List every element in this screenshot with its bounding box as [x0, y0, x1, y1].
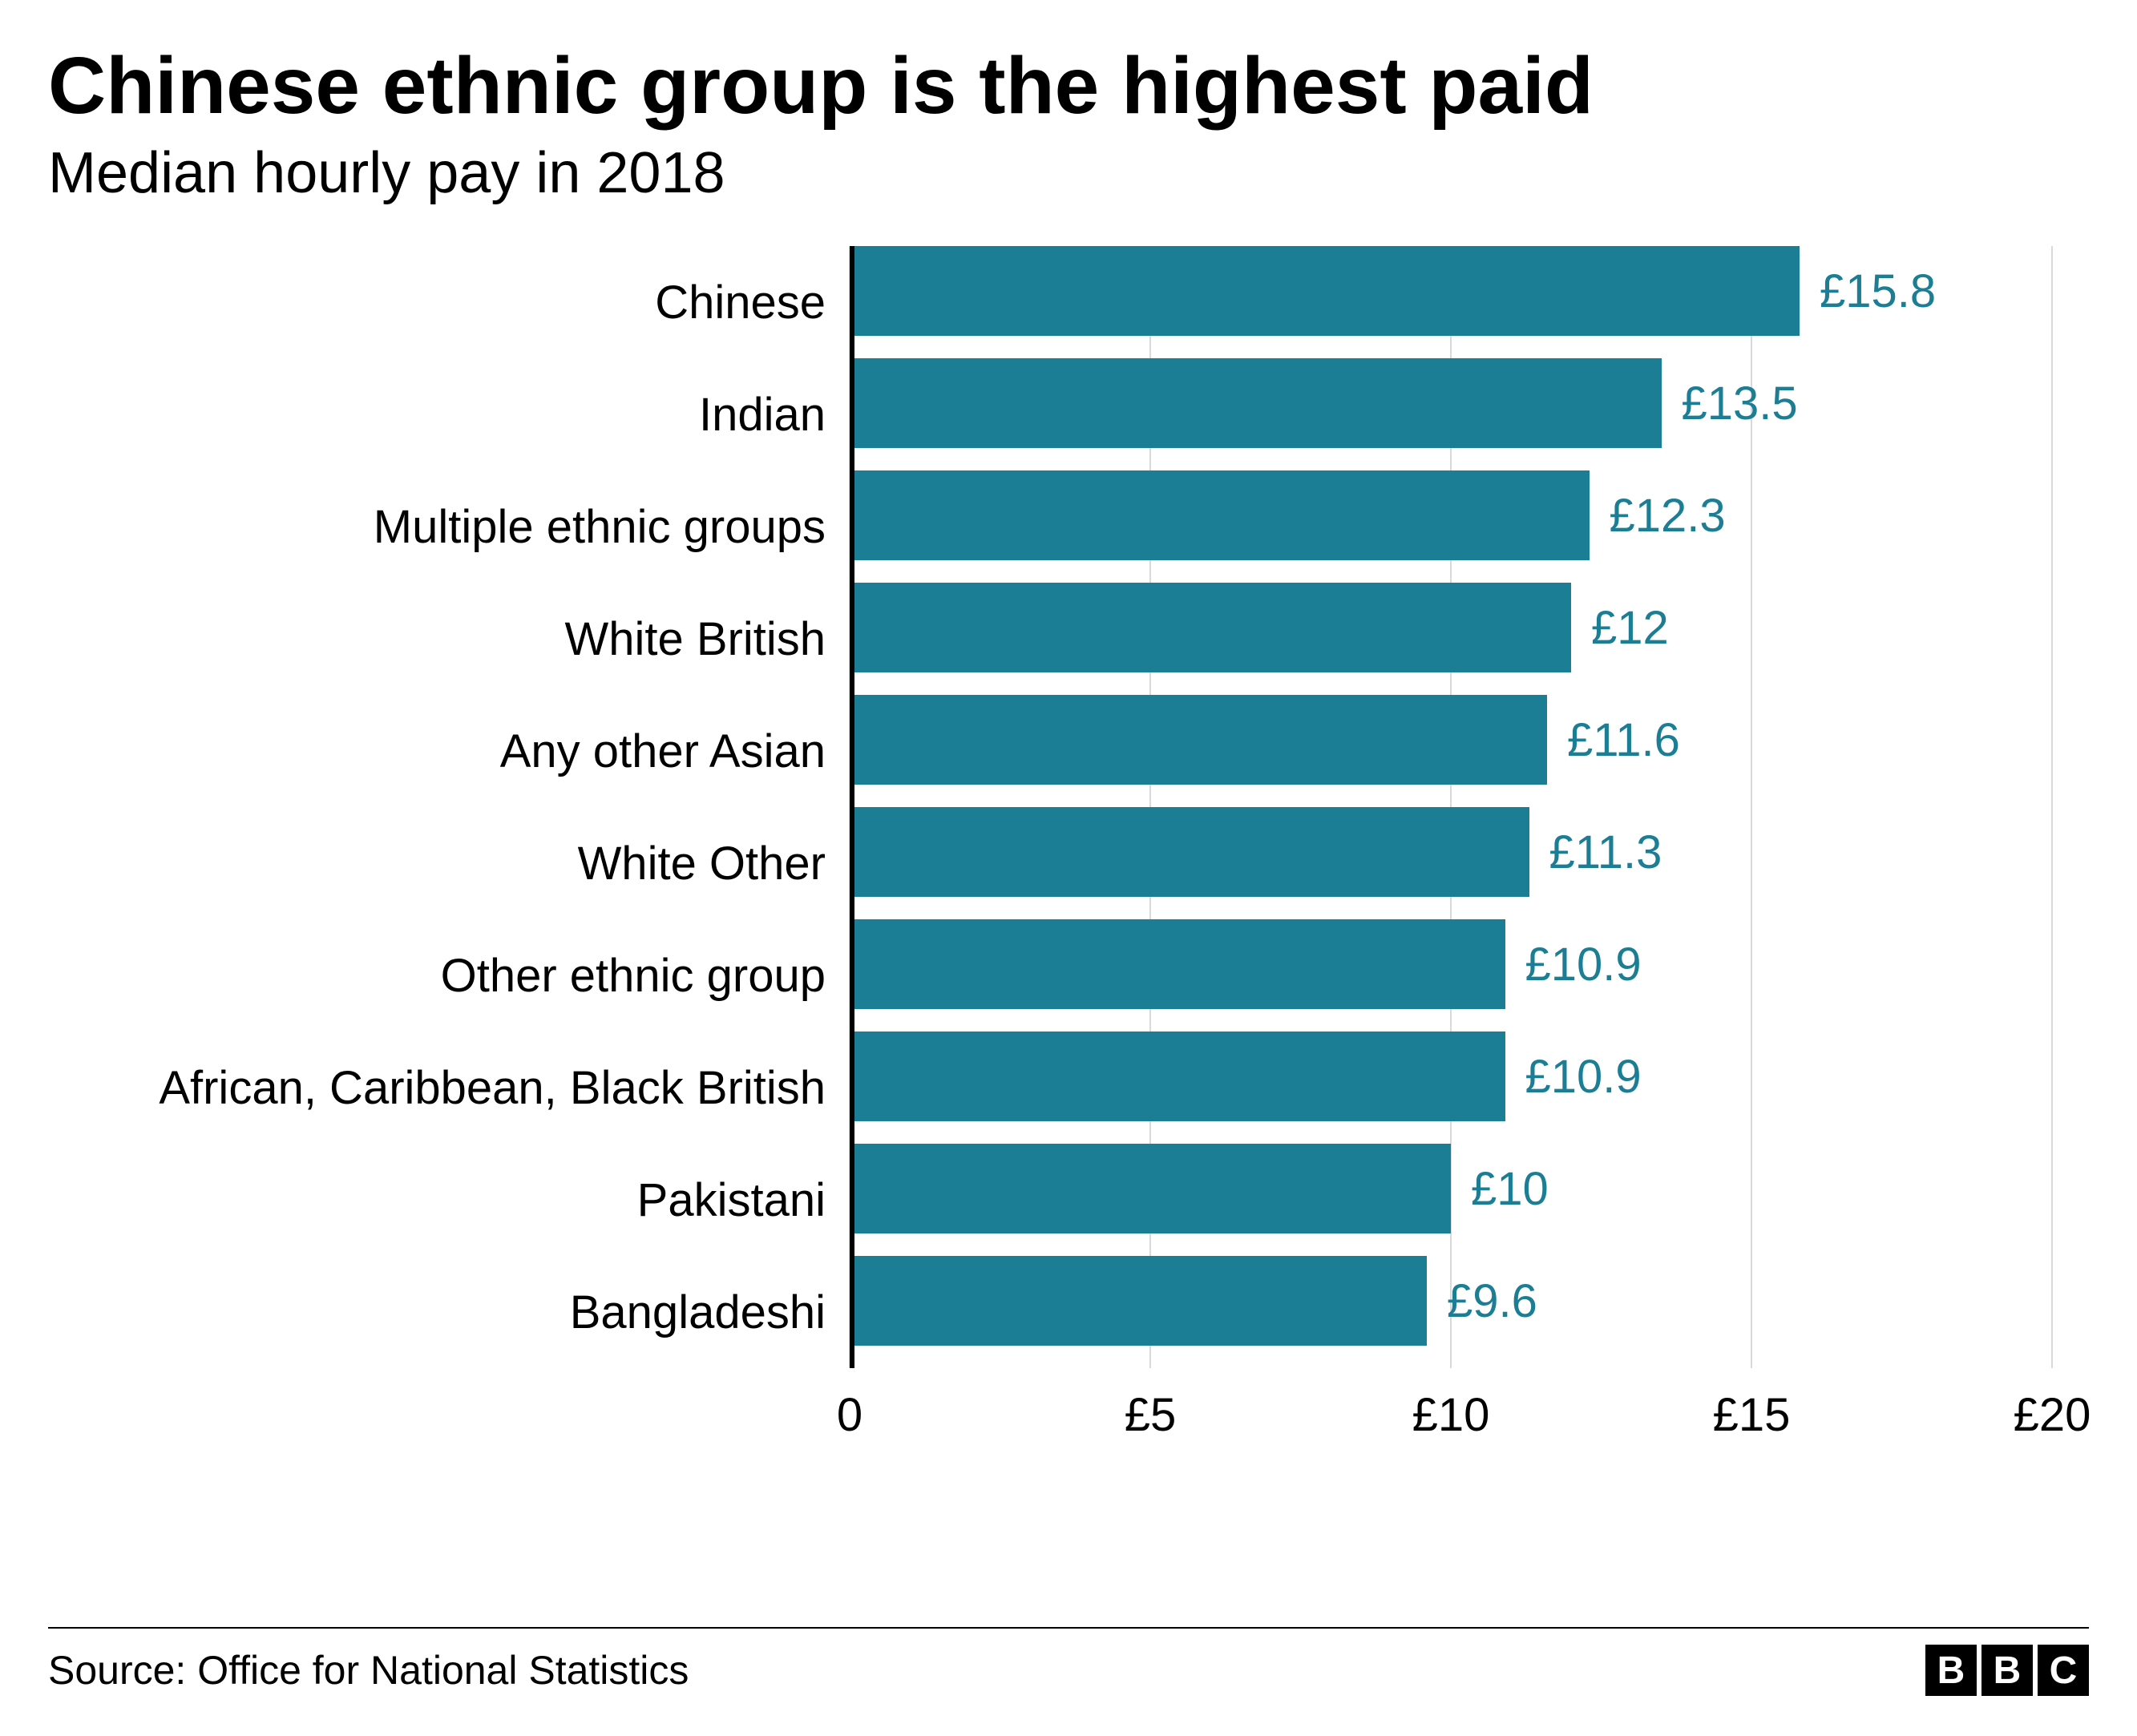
- chart-plot-area: Chinese £15.8 Indian £13.5 Multiple ethnic g…: [48, 246, 2089, 1440]
- bbc-logo-box: B: [1981, 1645, 2033, 1696]
- y-axis-line: [850, 246, 854, 1368]
- bar: £15.8: [850, 246, 2089, 336]
- bar-rect: [850, 695, 1547, 785]
- category-label: White Other: [48, 837, 850, 890]
- value-label: £13.5: [1662, 377, 1798, 430]
- bar-rect: [850, 1144, 1451, 1233]
- bbc-logo-box: C: [2038, 1645, 2089, 1696]
- bar: £10: [850, 1144, 2089, 1233]
- chart-row: White British £12: [48, 583, 2089, 695]
- bar: £11.6: [850, 695, 2089, 785]
- category-label: Pakistani: [48, 1173, 850, 1227]
- bar: £12.3: [850, 470, 2089, 560]
- x-tick-label: 0: [837, 1388, 862, 1442]
- bar: £11.3: [850, 807, 2089, 897]
- x-tick-label: £5: [1125, 1388, 1177, 1442]
- value-label: £11.3: [1529, 826, 1662, 879]
- chart-footer: Source: Office for National Statistics B…: [48, 1627, 2089, 1696]
- bar-rect: [850, 1256, 1427, 1346]
- value-label: £10.9: [1505, 938, 1642, 991]
- category-label: Multiple ethnic groups: [48, 500, 850, 554]
- chart-row: Indian £13.5: [48, 358, 2089, 470]
- bar: £10.9: [850, 919, 2089, 1009]
- x-tick-label: £15: [1713, 1388, 1791, 1442]
- bar-rect: [850, 807, 1529, 897]
- category-label: White British: [48, 612, 850, 666]
- value-label: £12.3: [1590, 489, 1726, 543]
- category-label: Other ethnic group: [48, 949, 850, 1003]
- bar-rect: [850, 470, 1590, 560]
- category-label: Chinese: [48, 276, 850, 329]
- chart-title: Chinese ethnic group is the highest paid: [48, 40, 2089, 132]
- bar: £12: [850, 583, 2089, 672]
- value-label: £15.8: [1800, 264, 1936, 318]
- value-label: £9.6: [1427, 1274, 1537, 1328]
- value-label: £10: [1451, 1162, 1549, 1216]
- bbc-logo-box: B: [1925, 1645, 1977, 1696]
- category-label: Bangladeshi: [48, 1286, 850, 1339]
- bar: £10.9: [850, 1032, 2089, 1121]
- chart-row: Pakistani £10: [48, 1144, 2089, 1256]
- chart-row: Other ethnic group £10.9: [48, 919, 2089, 1032]
- bar-rect: [850, 246, 1800, 336]
- bar: £13.5: [850, 358, 2089, 448]
- chart-row: African, Caribbean, Black British £10.9: [48, 1032, 2089, 1144]
- value-label: £12: [1571, 601, 1669, 655]
- chart-subtitle: Median hourly pay in 2018: [48, 140, 2089, 206]
- chart-row: Multiple ethnic groups £12.3: [48, 470, 2089, 583]
- chart-container: Chinese ethnic group is the highest paid…: [0, 0, 2137, 1736]
- chart-row: White Other £11.3: [48, 807, 2089, 919]
- bar-rect: [850, 919, 1505, 1009]
- category-label: Indian: [48, 388, 850, 442]
- value-label: £10.9: [1505, 1050, 1642, 1104]
- source-text: Source: Office for National Statistics: [48, 1647, 689, 1694]
- x-tick-label: £20: [2014, 1388, 2091, 1442]
- value-label: £11.6: [1547, 713, 1680, 767]
- category-label: Any other Asian: [48, 725, 850, 778]
- bar: £9.6: [850, 1256, 2089, 1346]
- category-label: African, Caribbean, Black British: [48, 1061, 850, 1115]
- chart-row: Chinese £15.8: [48, 246, 2089, 358]
- x-axis-ticks: 0£5£10£15£20: [850, 1368, 2052, 1440]
- bar-rect: [850, 583, 1571, 672]
- bbc-logo: BBC: [1925, 1645, 2089, 1696]
- chart-row: Any other Asian £11.6: [48, 695, 2089, 807]
- bar-rect: [850, 358, 1662, 448]
- chart-row: Bangladeshi £9.6: [48, 1256, 2089, 1368]
- bar-rect: [850, 1032, 1505, 1121]
- x-tick-label: £10: [1412, 1388, 1490, 1442]
